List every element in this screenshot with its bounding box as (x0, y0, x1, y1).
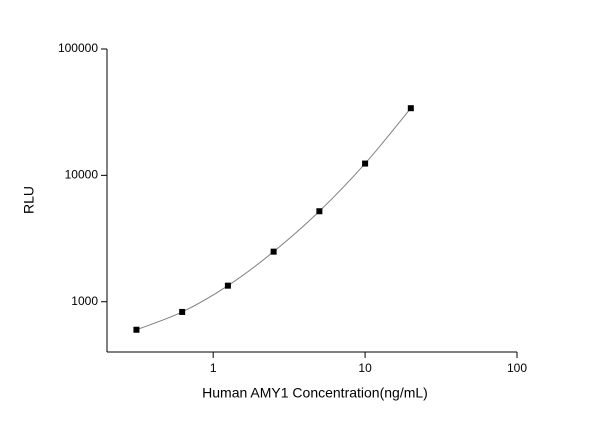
x-tick-label: 1 (210, 361, 217, 375)
data-point (133, 326, 140, 333)
data-point (407, 105, 414, 112)
data-point (270, 248, 277, 255)
y-tick-label: 1000 (71, 294, 98, 308)
y-tick-label: 100000 (58, 41, 98, 55)
data-point (179, 308, 186, 315)
y-axis-title: RLU (21, 186, 37, 214)
data-point (362, 160, 369, 167)
x-axis-title: Human AMY1 Concentration(ng/mL) (202, 385, 428, 401)
y-tick-label: 10000 (65, 168, 99, 182)
fit-curve (136, 107, 412, 331)
data-point (316, 208, 323, 215)
x-tick-label: 100 (507, 361, 527, 375)
x-tick-label: 10 (358, 361, 372, 375)
data-point (224, 282, 231, 289)
